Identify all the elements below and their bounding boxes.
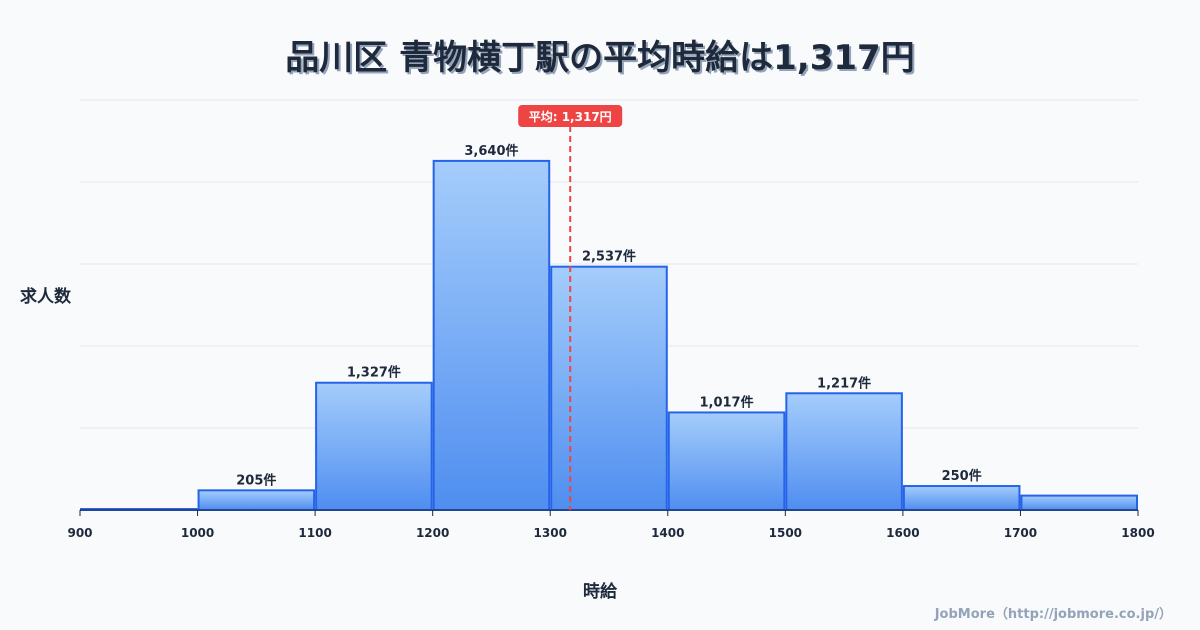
mean-label: 平均: 1,317円 (529, 109, 612, 124)
y-axis-label: 求人数 (20, 287, 71, 307)
x-tick-label: 1300 (534, 526, 567, 540)
data-label: 205件 (236, 472, 276, 488)
histogram-bar (667, 411, 786, 512)
histogram-bar (785, 392, 903, 511)
x-tick-label: 1100 (298, 526, 331, 540)
histogram-bar (550, 265, 668, 512)
x-tick-label: 900 (67, 526, 92, 540)
chart-title: 品川区 青物横丁駅の平均時給は1,317円 (285, 38, 915, 78)
credit-text: JobMore（http://jobmore.co.jp/） (934, 607, 1172, 622)
histogram-bar (197, 489, 316, 511)
x-tick-label: 1700 (1004, 526, 1037, 540)
x-tick-label: 1000 (181, 526, 214, 540)
x-tick-label: 1500 (769, 526, 802, 540)
histogram-bar (315, 381, 433, 512)
data-label: 1,217件 (817, 375, 871, 391)
histogram-bar (1020, 494, 1139, 512)
data-label: 250件 (942, 468, 982, 484)
data-label: 2,537件 (582, 249, 636, 265)
x-axis-label: 時給 (583, 582, 617, 602)
data-label: 1,327件 (347, 365, 401, 381)
mean-badge (518, 105, 623, 127)
x-tick-label: 1600 (886, 526, 919, 540)
x-tick-label: 1400 (651, 526, 684, 540)
data-label: 1,017件 (699, 394, 753, 410)
x-tick-label: 1200 (416, 526, 449, 540)
histogram-bar (902, 485, 1021, 512)
histogram-bar (432, 159, 551, 512)
x-tick-label: 1800 (1121, 526, 1154, 540)
data-label: 3,640件 (464, 143, 518, 159)
